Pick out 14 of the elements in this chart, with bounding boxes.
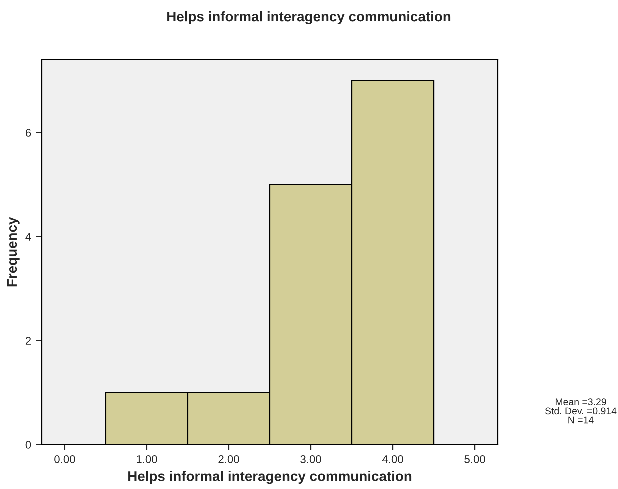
x-tick-label: 3.00 xyxy=(300,456,322,464)
chart-title: Helps informal interagency communication xyxy=(168,11,451,25)
y-tick-label: 4 xyxy=(26,233,32,241)
y-tick-label: 6 xyxy=(26,129,32,137)
x-tick-label: 1.00 xyxy=(137,456,158,464)
x-tick-label: 0.00 xyxy=(54,456,76,464)
x-tick-label: 5.00 xyxy=(464,456,486,464)
x-axis-title: Helps informal interagency communication xyxy=(128,471,412,484)
y-axis-title: Frequency xyxy=(7,217,20,287)
text: Mean =3.29 Std. Dev. =0.914 N =14 xyxy=(545,398,617,424)
x-tick-label: 4.00 xyxy=(382,456,404,464)
y-tick-label: 2 xyxy=(26,337,32,345)
x-tick-label: 2.00 xyxy=(218,456,240,464)
y-tick-label: 0 xyxy=(26,441,32,449)
